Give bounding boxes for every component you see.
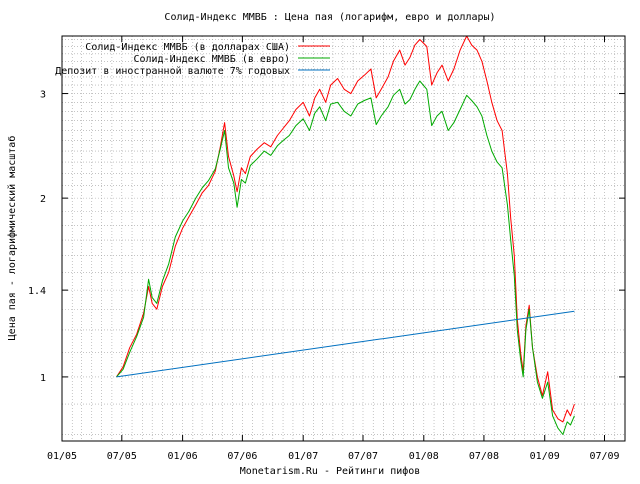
x-axis-label: Monetarism.Ru - Рейтинги пифов — [240, 465, 421, 477]
x-tick-label: 01/06 — [168, 451, 198, 462]
y-tick-label: 1 — [40, 373, 46, 384]
legend-label-3: Депозит в иностранной валюте 7% годовых — [55, 65, 290, 77]
x-tick-label: 01/07 — [288, 451, 318, 462]
y-tick-label: 3 — [40, 90, 46, 101]
x-tick-label: 07/07 — [348, 451, 378, 462]
x-tick-label: 07/05 — [107, 451, 137, 462]
legend-label-2: Солид-Индекс ММВБ (в евро) — [133, 54, 290, 65]
x-tick-label: 01/05 — [47, 451, 77, 462]
y-axis-label: Цена пая - логарифмический масштаб — [6, 136, 18, 341]
grid — [62, 36, 625, 441]
y-tick-label: 2 — [40, 194, 46, 205]
x-tick-label: 01/08 — [409, 451, 439, 462]
legend: Солид-Индекс ММВБ (в долларах США)Солид-… — [55, 42, 330, 77]
x-tick-label: 07/09 — [589, 451, 619, 462]
legend-label-1: Солид-Индекс ММВБ (в долларах США) — [85, 42, 290, 53]
axis-ticks: 01/05 07/05 01/06 07/06 01/07 07/07 01/08 07/08… — [28, 36, 625, 462]
x-tick-label: 07/06 — [227, 451, 257, 462]
series-line-2 — [116, 80, 575, 435]
series-lines — [116, 35, 575, 435]
chart-title: Солид-Индекс ММВБ : Цена пая (логарифм, … — [164, 11, 495, 23]
plot-frame — [61, 35, 626, 442]
series-line-3 — [116, 310, 575, 378]
y-tick-label: 1.4 — [28, 286, 46, 297]
x-tick-label: 01/09 — [530, 451, 560, 462]
x-tick-label: 07/08 — [469, 451, 499, 462]
series-line-1 — [116, 35, 575, 423]
